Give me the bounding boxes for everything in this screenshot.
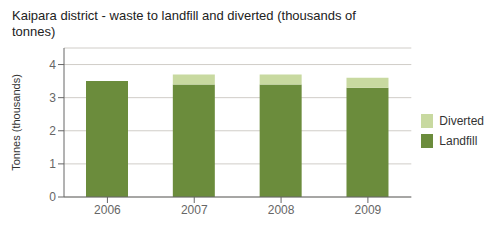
html-text:tonnes): tonnes) (12, 24, 56, 39)
svg-text:1: 1 (49, 157, 56, 171)
html-text:Kaipara district - waste to la: Kaipara district - waste to landfill and… (12, 8, 356, 23)
svg-text:0: 0 (49, 190, 56, 204)
svg-text:2009: 2009 (355, 203, 382, 217)
svg-text:2: 2 (49, 124, 56, 138)
svg-text:2006: 2006 (94, 203, 121, 217)
html-text:Diverted: Diverted (439, 113, 484, 128)
svg-text:2007: 2007 (181, 203, 208, 217)
svg-text:3: 3 (49, 91, 56, 105)
html-text:Landfill: Landfill (439, 133, 478, 148)
svg-text:2008: 2008 (268, 203, 295, 217)
svg-text:4: 4 (49, 58, 56, 72)
svg-text:Tonnes (thousands): Tonnes (thousands) (10, 74, 22, 171)
